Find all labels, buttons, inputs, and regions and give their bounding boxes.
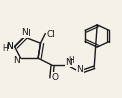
Text: N: N	[12, 57, 19, 66]
Text: Cl: Cl	[46, 30, 55, 39]
Text: N: N	[76, 65, 83, 74]
Text: N: N	[23, 29, 29, 38]
Text: N: N	[6, 42, 13, 51]
Text: H: H	[2, 44, 8, 53]
Text: N: N	[6, 42, 13, 51]
Text: N: N	[66, 58, 72, 67]
Text: O: O	[51, 73, 58, 82]
Text: N: N	[21, 28, 28, 37]
Text: H: H	[68, 56, 74, 65]
Text: N: N	[13, 56, 20, 65]
